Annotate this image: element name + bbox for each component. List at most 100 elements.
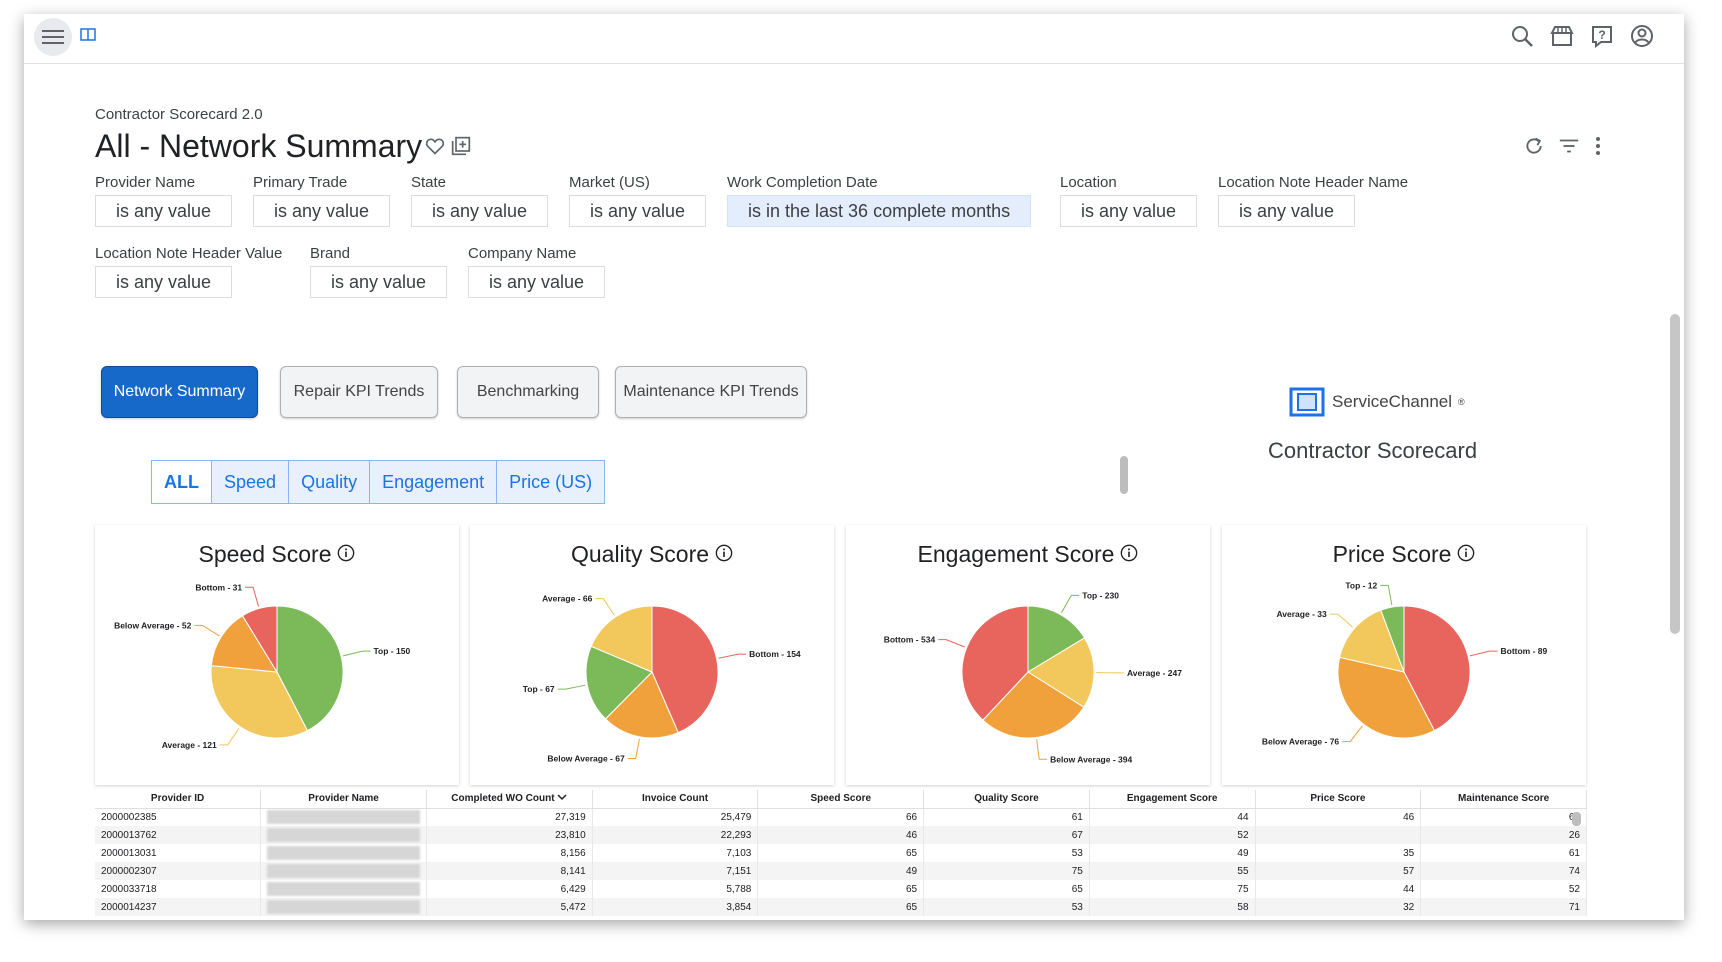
refresh-icon[interactable] <box>1524 136 1544 161</box>
pie-slice-top[interactable] <box>1380 605 1405 673</box>
cell-provider-id: 2000002385 <box>95 808 262 826</box>
subtab-all[interactable]: ALL <box>152 461 212 503</box>
pie-slice-below-average[interactable] <box>210 615 278 673</box>
pie-leader-line <box>219 728 240 746</box>
breadcrumb[interactable]: Contractor Scorecard 2.0 <box>95 106 263 123</box>
svg-text:?: ? <box>1598 28 1605 42</box>
pie-slice-average[interactable] <box>590 605 653 673</box>
engagement-score-card: Top - 230 Average - 247 Below Average - 39… <box>846 525 1210 785</box>
favorite-heart-icon[interactable] <box>425 136 445 161</box>
filter-value[interactable]: is any value <box>569 195 707 227</box>
table-row[interactable]: 2000002385 27,319 25,479 66 61 44 46 60 <box>95 808 1587 826</box>
account-icon[interactable] <box>1628 22 1656 50</box>
filter-location: Location is any value <box>1060 174 1198 227</box>
filter-value[interactable]: is any value <box>95 195 233 227</box>
pie-leader-line <box>1342 725 1363 743</box>
subtab-speed[interactable]: Speed <box>212 461 290 503</box>
cell: 49 <box>757 862 925 880</box>
pie-data-label: Bottom - 534 <box>884 635 936 645</box>
table-row[interactable]: 2000033718 6,429 5,788 65 65 75 44 52 <box>95 880 1587 898</box>
pie-leader-line <box>245 586 260 607</box>
filter-value[interactable]: is any value <box>310 266 448 298</box>
filter-value[interactable]: is any value <box>468 266 606 298</box>
cell: 75 <box>923 862 1090 880</box>
info-icon[interactable] <box>715 541 733 568</box>
cell: 44 <box>1255 880 1422 898</box>
search-icon[interactable] <box>1508 22 1536 50</box>
cell: 53 <box>923 844 1090 862</box>
cell: 49 <box>1089 844 1256 862</box>
column-header[interactable]: Maintenance Score <box>1420 790 1587 809</box>
pie-slice-below-average[interactable] <box>982 671 1085 739</box>
cell: 25,479 <box>592 808 759 826</box>
cell-provider-name-redacted <box>260 844 427 862</box>
page-scrollbar[interactable] <box>1670 314 1680 634</box>
pie-slice-below-average[interactable] <box>604 671 679 739</box>
subtab-engagement[interactable]: Engagement <box>370 461 498 503</box>
tab-repair-kpi-trends[interactable]: Repair KPI Trends <box>280 366 438 418</box>
book-icon[interactable] <box>80 28 96 47</box>
filter-value[interactable]: is any value <box>411 195 549 227</box>
pie-slice-top[interactable] <box>1027 605 1086 673</box>
pie-slice-average[interactable] <box>1339 609 1405 673</box>
pie-data-label: Average - 121 <box>162 740 217 750</box>
subtab-price[interactable]: Price (US) <box>509 471 593 492</box>
column-header[interactable]: Provider ID <box>95 790 262 809</box>
table-scrollbar[interactable] <box>1572 812 1581 826</box>
cell-provider-id: 2000033718 <box>95 880 262 898</box>
cell-provider-id: 2000013031 <box>95 844 262 862</box>
column-header[interactable]: Speed Score <box>757 790 925 809</box>
pie-slice-top[interactable] <box>276 605 344 732</box>
filter-icon[interactable] <box>1558 136 1580 161</box>
filter-market: Market (US) is any value <box>569 174 707 227</box>
info-icon[interactable] <box>1457 541 1475 568</box>
column-header[interactable]: Provider Name <box>260 790 427 809</box>
pie-slice-bottom[interactable] <box>1403 605 1471 732</box>
filter-value[interactable]: is any value <box>95 266 233 298</box>
pie-slice-average[interactable] <box>1027 637 1095 708</box>
table-row[interactable]: 2000013031 8,156 7,103 65 53 49 35 61 <box>95 844 1587 862</box>
table-row[interactable]: 2000013762 23,810 22,293 46 67 52 26 <box>95 826 1587 844</box>
info-icon[interactable] <box>337 541 355 568</box>
column-header[interactable]: Invoice Count <box>592 790 759 809</box>
more-options-icon[interactable] <box>1594 136 1602 161</box>
pie-slice-below-average[interactable] <box>1337 656 1436 739</box>
column-header[interactable]: Quality Score <box>923 790 1090 809</box>
filter-value[interactable]: is any value <box>253 195 391 227</box>
pie-data-label: Bottom - 89 <box>1500 646 1547 656</box>
pie-leader-line <box>1329 613 1354 628</box>
sort-chevron-down-icon[interactable] <box>557 793 567 804</box>
top-bar: ? <box>24 14 1684 64</box>
table-row[interactable]: 2000002307 8,141 7,151 49 75 55 57 74 <box>95 862 1587 880</box>
filter-value[interactable]: is any value <box>1060 195 1198 227</box>
tab-benchmarking[interactable]: Benchmarking <box>457 366 599 418</box>
add-to-board-icon[interactable] <box>451 136 471 161</box>
filter-state: State is any value <box>411 174 549 227</box>
marketplace-icon[interactable] <box>1548 22 1576 50</box>
price-score-card: Bottom - 89 Below Average - 76 Average - 3… <box>1222 525 1586 785</box>
inner-scrollbar[interactable] <box>1120 456 1128 494</box>
info-icon[interactable] <box>1120 541 1138 568</box>
pie-slice-bottom[interactable] <box>961 605 1029 721</box>
filter-value[interactable]: is in the last 36 complete months <box>727 195 1032 227</box>
pie-slice-bottom[interactable] <box>651 605 719 734</box>
tab-network-summary[interactable]: Network Summary <box>101 366 258 418</box>
menu-icon[interactable] <box>34 18 72 56</box>
column-header-sorted[interactable]: Completed WO Count <box>426 790 593 809</box>
redacted-blur <box>267 882 420 896</box>
filter-value[interactable]: is any value <box>1218 195 1356 227</box>
pie-leader-line <box>938 639 965 648</box>
tab-maintenance-kpi-trends[interactable]: Maintenance KPI Trends <box>615 366 807 418</box>
redacted-blur <box>267 900 420 914</box>
column-header[interactable]: Price Score <box>1255 790 1422 809</box>
cell: 65 <box>923 880 1090 898</box>
cell: 8,141 <box>426 862 593 880</box>
table-row[interactable]: 2000014237 5,472 3,854 65 53 58 32 71 <box>95 898 1587 916</box>
pie-slice-average[interactable] <box>210 665 309 739</box>
column-header[interactable]: Engagement Score <box>1089 790 1256 809</box>
help-icon[interactable]: ? <box>1588 22 1616 50</box>
subtab-quality[interactable]: Quality <box>289 461 371 503</box>
pie-slice-top[interactable] <box>585 645 653 720</box>
pie-slice-bottom[interactable] <box>241 605 278 674</box>
cell-provider-name-redacted <box>260 826 427 844</box>
